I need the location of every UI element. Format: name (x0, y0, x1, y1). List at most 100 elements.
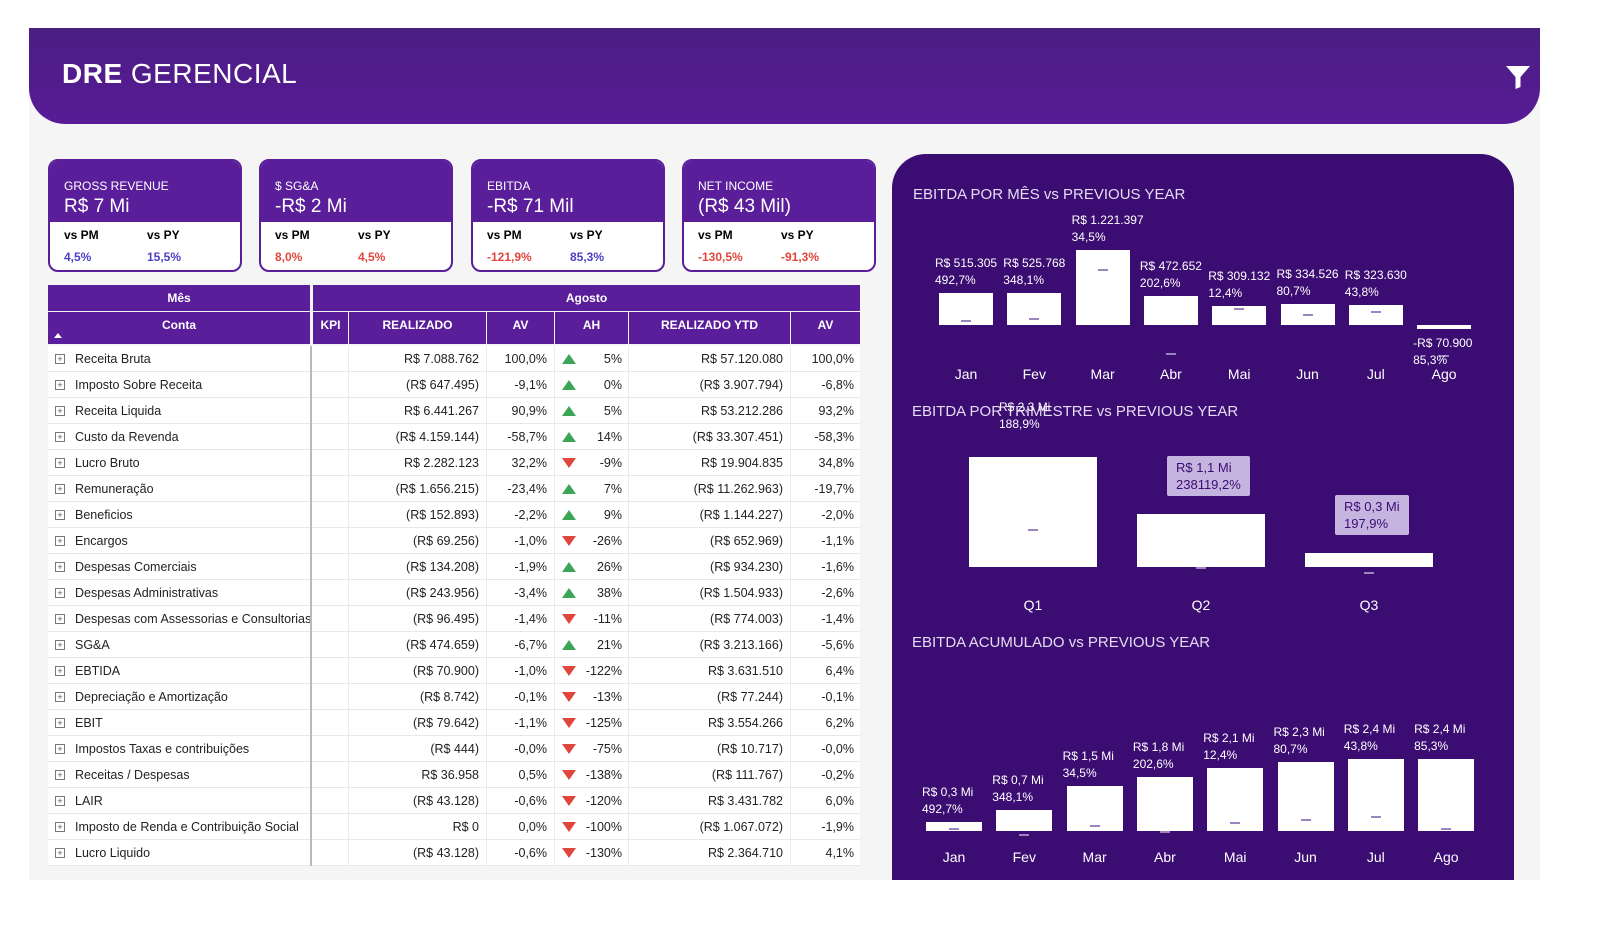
data-label-value: R$ 2,4 Mi (1343, 722, 1396, 736)
expand-plus-icon[interactable]: + (55, 588, 65, 598)
expand-plus-icon[interactable]: + (55, 770, 65, 780)
cell-conta: Custo da Revenda (75, 430, 179, 444)
expand-plus-icon[interactable]: + (55, 536, 65, 546)
expand-plus-icon[interactable]: + (55, 744, 65, 754)
table-row[interactable]: + Despesas Comerciais (R$ 134.208) -1,9% 26%… (48, 554, 860, 580)
expand-plus-icon[interactable]: + (55, 718, 65, 728)
kpi-card[interactable]: GROSS REVENUE R$ 7 Mi vs PM vs PY 4,5% 15,5% (48, 159, 242, 272)
col-av-header[interactable]: AV (487, 312, 554, 344)
table-row[interactable]: + Lucro Liquido (R$ 43.128) -0,6% -130% R$ 2.… (48, 840, 860, 866)
cell-av: 90,9% (511, 404, 547, 418)
expand-plus-icon[interactable]: + (55, 614, 65, 624)
data-label: R$ 2,4 Mi 43,8% (1344, 721, 1395, 755)
kpi-label: EBITDA (487, 179, 531, 193)
cell-realizado: (R$ 8.742) (419, 690, 479, 704)
table-row[interactable]: + Remuneração (R$ 1.656.215) -23,4% 7% (R$ 11… (48, 476, 860, 502)
trend-up-icon (562, 380, 576, 390)
chart-bar[interactable] (1137, 514, 1265, 567)
chart-bar[interactable] (1212, 305, 1267, 325)
table-row[interactable]: + Despesas com Assessorias e Consultorias… (48, 606, 860, 632)
cell-realizado: R$ 6.441.267 (403, 404, 479, 418)
table-row[interactable]: + Receita Liquida R$ 6.441.267 90,9% 5% R$ 53… (48, 398, 860, 424)
chart-bar[interactable] (1207, 768, 1264, 831)
cell-realizado: (R$ 474.659) (406, 638, 479, 652)
expand-plus-icon[interactable]: + (55, 640, 65, 650)
col-av-ytd-header[interactable]: AV (791, 312, 860, 344)
trend-down-icon (562, 822, 576, 832)
table-row[interactable]: + Depreciação e Amortização (R$ 8.742) -0,1… (48, 684, 860, 710)
x-tick-label: Ago (1433, 849, 1459, 865)
table-row[interactable]: + LAIR (R$ 43.128) -0,6% -120% R$ 3.431.782 6,… (48, 788, 860, 814)
data-label-pct: 43,8% (1344, 285, 1379, 300)
table-row[interactable]: + EBTIDA (R$ 70.900) -1,0% -122% R$ 3.631.510… (48, 658, 860, 684)
col-kpi-header[interactable]: KPI (313, 312, 348, 344)
expand-plus-icon[interactable]: + (55, 458, 65, 468)
table-row[interactable]: + Receitas / Despesas R$ 36.958 0,5% -138% (R… (48, 762, 860, 788)
chart-bar[interactable] (969, 456, 1097, 567)
cell-av-ytd: 93,2% (818, 404, 854, 418)
chart-bar[interactable] (926, 822, 982, 831)
table-row[interactable]: + Lucro Bruto R$ 2.282.123 32,2% -9% R$ 19.90… (48, 450, 860, 476)
expand-plus-icon[interactable]: + (55, 822, 65, 832)
cell-realizado: (R$ 152.893) (406, 508, 479, 522)
table-row[interactable]: + Receita Bruta R$ 7.088.762 100,0% 5% R$ 57.… (48, 346, 860, 372)
table-row[interactable]: + Impostos Taxas e contribuições (R$ 444) -… (48, 736, 860, 762)
kpi-vs-py-label: vs PY (781, 228, 814, 242)
expand-plus-icon[interactable]: + (55, 796, 65, 806)
expand-plus-icon[interactable]: + (55, 692, 65, 702)
kpi-card[interactable]: EBITDA -R$ 71 Mil vs PM vs PY -121,9% 85,3% (471, 159, 665, 272)
expand-plus-icon[interactable]: + (55, 354, 65, 364)
cell-ah: -26% (592, 534, 622, 548)
expand-plus-icon[interactable]: + (55, 666, 65, 676)
expand-plus-icon[interactable]: + (55, 562, 65, 572)
table-row[interactable]: + Encargos (R$ 69.256) -1,0% -26% (R$ 652.969… (48, 528, 860, 554)
table-row[interactable]: + SG&A (R$ 474.659) -6,7% 21% (R$ 3.213.166) -… (48, 632, 860, 658)
kpi-comparisons: vs PM vs PY -130,5% -91,3% (684, 222, 874, 270)
table-row[interactable]: + Despesas Administrativas (R$ 243.956) -3,… (48, 580, 860, 606)
chart-bar[interactable] (1347, 759, 1404, 831)
chart-bar[interactable] (1143, 295, 1198, 325)
chart-bar[interactable] (1348, 305, 1403, 325)
data-label: R$ 1,8 Mi 202,6% (1133, 739, 1184, 773)
sort-ascending-icon[interactable] (54, 333, 62, 338)
trend-down-icon (562, 770, 576, 780)
table-row[interactable]: + Custo da Revenda (R$ 4.159.144) -58,7% 14%… (48, 424, 860, 450)
col-realizado-ytd-header[interactable]: REALIZADO YTD (629, 312, 790, 344)
cell-conta: Lucro Bruto (75, 456, 140, 470)
chart-bar[interactable] (1075, 249, 1130, 325)
chart-bar[interactable] (1417, 325, 1472, 330)
chart-bar[interactable] (996, 810, 1053, 831)
data-label-pct: 492,7% (935, 273, 976, 288)
cell-ah: 7% (603, 482, 622, 496)
chart-bar[interactable] (1136, 777, 1193, 831)
cell-realizado-ytd: (R$ 3.907.794) (699, 378, 783, 392)
x-tick-label: Mar (1082, 849, 1107, 865)
kpi-card[interactable]: NET INCOME (R$ 43 Mil) vs PM vs PY -130,5% -9… (682, 159, 876, 272)
table-row[interactable]: + Imposto de Renda e Contribuição Social R… (48, 814, 860, 840)
cell-realizado-ytd: R$ 57.120.080 (700, 352, 783, 366)
expand-plus-icon[interactable]: + (55, 406, 65, 416)
chart-bar[interactable] (1418, 759, 1475, 831)
table-divider (348, 346, 349, 866)
expand-plus-icon[interactable]: + (55, 510, 65, 520)
cell-realizado: R$ 2.282.123 (403, 456, 479, 470)
chart-bar[interactable] (1007, 292, 1062, 325)
col-realizado-header[interactable]: REALIZADO (349, 312, 486, 344)
chart-bar[interactable] (1066, 786, 1123, 831)
expand-plus-icon[interactable]: + (55, 484, 65, 494)
cell-conta: Depreciação e Amortização (75, 690, 228, 704)
col-conta-header[interactable]: Conta (48, 312, 310, 344)
table-row[interactable]: + Imposto Sobre Receita (R$ 647.495) -9,1% 0… (48, 372, 860, 398)
trend-down-icon (562, 848, 576, 858)
expand-plus-icon[interactable]: + (55, 432, 65, 442)
kpi-card[interactable]: $ SG&A -R$ 2 Mi vs PM vs PY 8,0% 4,5% (259, 159, 453, 272)
chart-bar[interactable] (1305, 552, 1433, 567)
table-row[interactable]: + Beneficios (R$ 152.893) -2,2% 9% (R$ 1.144.… (48, 502, 860, 528)
col-ah-header[interactable]: AH (555, 312, 628, 344)
expand-plus-icon[interactable]: + (55, 848, 65, 858)
filter-icon[interactable] (1505, 64, 1531, 90)
table-row[interactable]: + EBIT (R$ 79.642) -1,1% -125% R$ 3.554.266 6,… (48, 710, 860, 736)
expand-plus-icon[interactable]: + (55, 380, 65, 390)
kpi-value: -R$ 71 Mil (487, 196, 574, 217)
cell-av: -2,2% (514, 508, 547, 522)
